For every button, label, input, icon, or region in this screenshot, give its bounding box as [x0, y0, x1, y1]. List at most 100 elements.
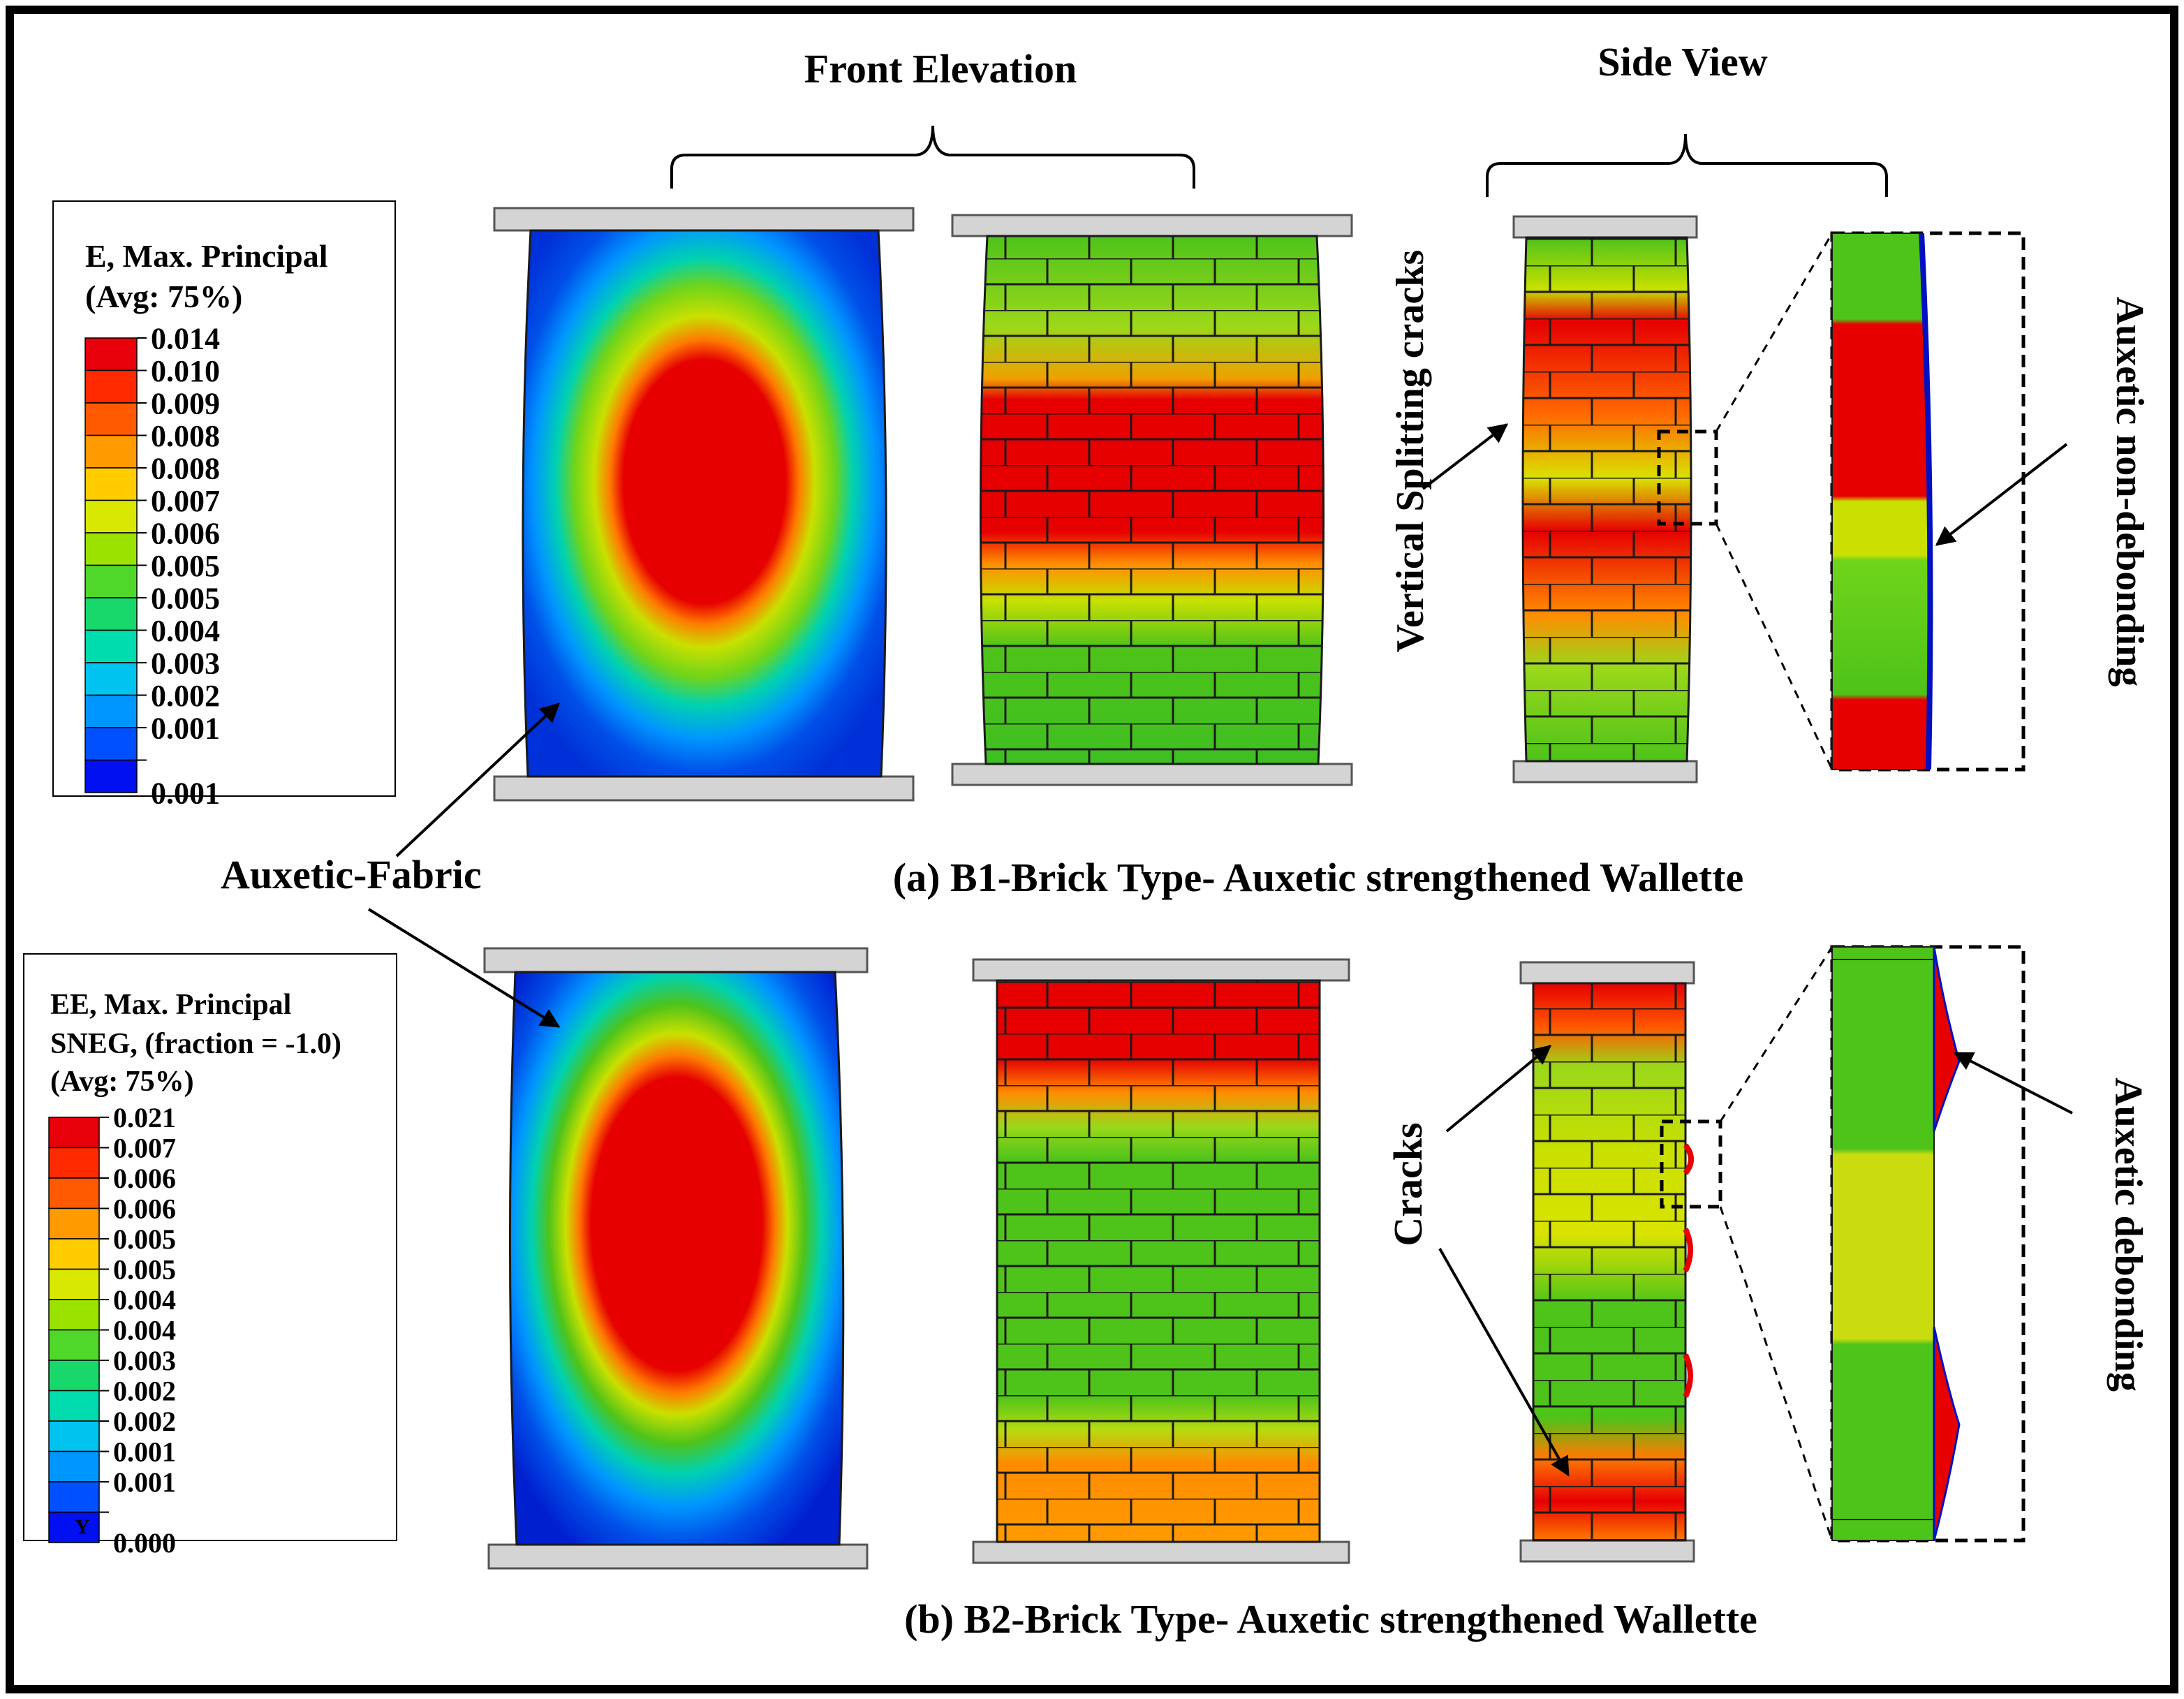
legend-b-axis-triad-y: Y [75, 1515, 90, 1538]
caption-b: (b) B2-Brick Type- Auxetic strengthened … [904, 1596, 1757, 1642]
legend-b-swatch [48, 1481, 100, 1513]
zoom-detail-b [1719, 945, 2026, 1543]
front-elevation-brace [670, 125, 1195, 189]
wall-a3-bottom-platen [1512, 760, 1698, 784]
arrow-vertical-splitting-cracks [1422, 423, 1509, 490]
wall-a1-contour [522, 229, 887, 778]
legend-b-title-line3: (Avg: 75%) [50, 1066, 194, 1098]
legend-b-value: 0.002 [113, 1406, 176, 1437]
zoom-b-joints [1832, 959, 1934, 1520]
legend-b-swatch [48, 1511, 100, 1543]
legend-a-swatch [84, 369, 138, 404]
legend-b-title-line1: EE, Max. Principal [50, 989, 291, 1021]
zoom-b-contour [1831, 946, 1935, 1541]
legend-a-value: 0.007 [151, 484, 220, 518]
wall-b3-brick-grid [1533, 983, 1685, 1540]
wall-a3-detail-box [1657, 429, 1718, 526]
wall-b2-front-bricks [972, 958, 1350, 1564]
legend-a-value: 0.005 [151, 581, 220, 615]
legend-b-swatch [48, 1450, 100, 1483]
legend-a-swatch [84, 402, 138, 436]
wall-b3-debonded-fabric [1683, 1143, 1694, 1398]
legend-a-title-line1: E, Max. Principal [85, 238, 328, 274]
wall-b3-top-platen [1519, 961, 1695, 985]
wall-a1-front-fabric [493, 207, 915, 802]
wall-b2-bottom-platen [972, 1540, 1350, 1564]
legend-b-value: 0.006 [113, 1193, 176, 1225]
legend-a-value: 0.006 [151, 516, 220, 550]
legend-a: E, Max. Principal (Avg: 75%) 0.0140.0100… [52, 200, 396, 810]
arrow-cracks-bottom [1438, 1248, 1570, 1477]
caption-a: (a) B1-Brick Type- Auxetic strengthened … [893, 855, 1743, 900]
legend-a-value: 0.001 [151, 711, 220, 745]
legend-a-title-line2: (Avg: 75%) [85, 279, 242, 314]
wall-b1-bottom-platen [487, 1543, 869, 1570]
wall-b3-side [1519, 961, 1722, 1563]
legend-a-swatch [84, 694, 138, 728]
legend-a-value: 0.008 [151, 451, 220, 485]
heading-side-view: Side View [1598, 39, 1767, 84]
arrow-auxetic-debonding [1953, 1052, 2073, 1115]
legend-b-swatch [48, 1238, 100, 1270]
legend-a-swatch [84, 759, 138, 793]
side-view-brace [1486, 133, 1888, 197]
label-cracks: Cracks [1385, 1122, 1431, 1246]
legend-b-swatch [48, 1268, 100, 1300]
legend-a-swatch [84, 499, 138, 534]
legend-a-swatch [84, 467, 138, 501]
zoom-a-contour [1831, 233, 1931, 770]
wall-a3-top-platen [1512, 215, 1698, 239]
legend-a-value: 0.010 [151, 354, 220, 388]
wall-b3-bottom-platen [1519, 1539, 1695, 1563]
wall-b2-top-platen [972, 958, 1350, 982]
legend-a-value: 0.004 [151, 614, 220, 648]
wall-b2-brick-grid [997, 980, 1320, 1542]
legend-b-swatch [48, 1299, 100, 1331]
wall-a3-side [1512, 215, 1718, 784]
legend-b-value: 0.006 [113, 1163, 176, 1194]
heading-front-elevation: Front Elevation [804, 46, 1077, 91]
arrow-auxetic-fabric-a [395, 703, 561, 858]
wall-b3-detail-box [1660, 1119, 1722, 1209]
legend-a-value: 0.008 [151, 419, 220, 453]
legend-b-swatch [48, 1360, 100, 1392]
wall-b1-front-fabric [483, 947, 869, 1570]
legend-b-value: 0.000 [113, 1527, 176, 1559]
arrow-cracks-top [1445, 1045, 1552, 1133]
legend-a-value: 0.005 [151, 549, 220, 583]
wall-a2-bottom-platen [951, 763, 1353, 786]
legend-b-title-line2: SNEG, (fraction = -1.0) [50, 1028, 341, 1060]
legend-b-swatch [48, 1420, 100, 1452]
arrow-auxetic-fabric-b [367, 908, 561, 1028]
wall-a3-brick-grid [1523, 237, 1691, 761]
legend-b-swatch [48, 1390, 100, 1422]
legend-b-value: 0.004 [113, 1315, 176, 1346]
legend-b-value: 0.001 [113, 1436, 176, 1468]
legend-a-swatch [84, 337, 138, 372]
legend-a-swatch [84, 662, 138, 696]
wall-a2-brick-grid [980, 236, 1324, 764]
zoom-detail-a [1715, 231, 2026, 772]
arrow-auxetic-non-debonding [1935, 443, 2068, 546]
legend-a-value: 0.003 [151, 646, 220, 680]
legend-b-swatch [48, 1329, 100, 1361]
legend-b-value: 0.005 [113, 1223, 176, 1255]
wall-a1-top-platen [493, 207, 915, 232]
wall-a1-bottom-platen [493, 775, 915, 802]
legend-b-value: 0.021 [113, 1102, 176, 1133]
legend-b-value: 0.001 [113, 1466, 176, 1498]
wall-b1-contour [508, 971, 845, 1546]
legend-b-value: 0.002 [113, 1376, 176, 1407]
wall-b1-top-platen [483, 947, 869, 973]
zoom-b-leader-lines [1719, 946, 1833, 1541]
legend-b-swatch [48, 1207, 100, 1240]
legend-a-swatch [84, 597, 138, 631]
legend-a-value: 0.002 [151, 679, 220, 713]
zoom-a-fabric-layer [1919, 233, 1933, 770]
wall-a2-top-platen [951, 214, 1353, 237]
legend-a-swatch [84, 532, 138, 566]
label-auxetic-debonding: Auxetic debonding [2106, 1077, 2150, 1392]
legend-b-value: 0.003 [113, 1345, 176, 1376]
legend-a-swatch [84, 727, 138, 761]
